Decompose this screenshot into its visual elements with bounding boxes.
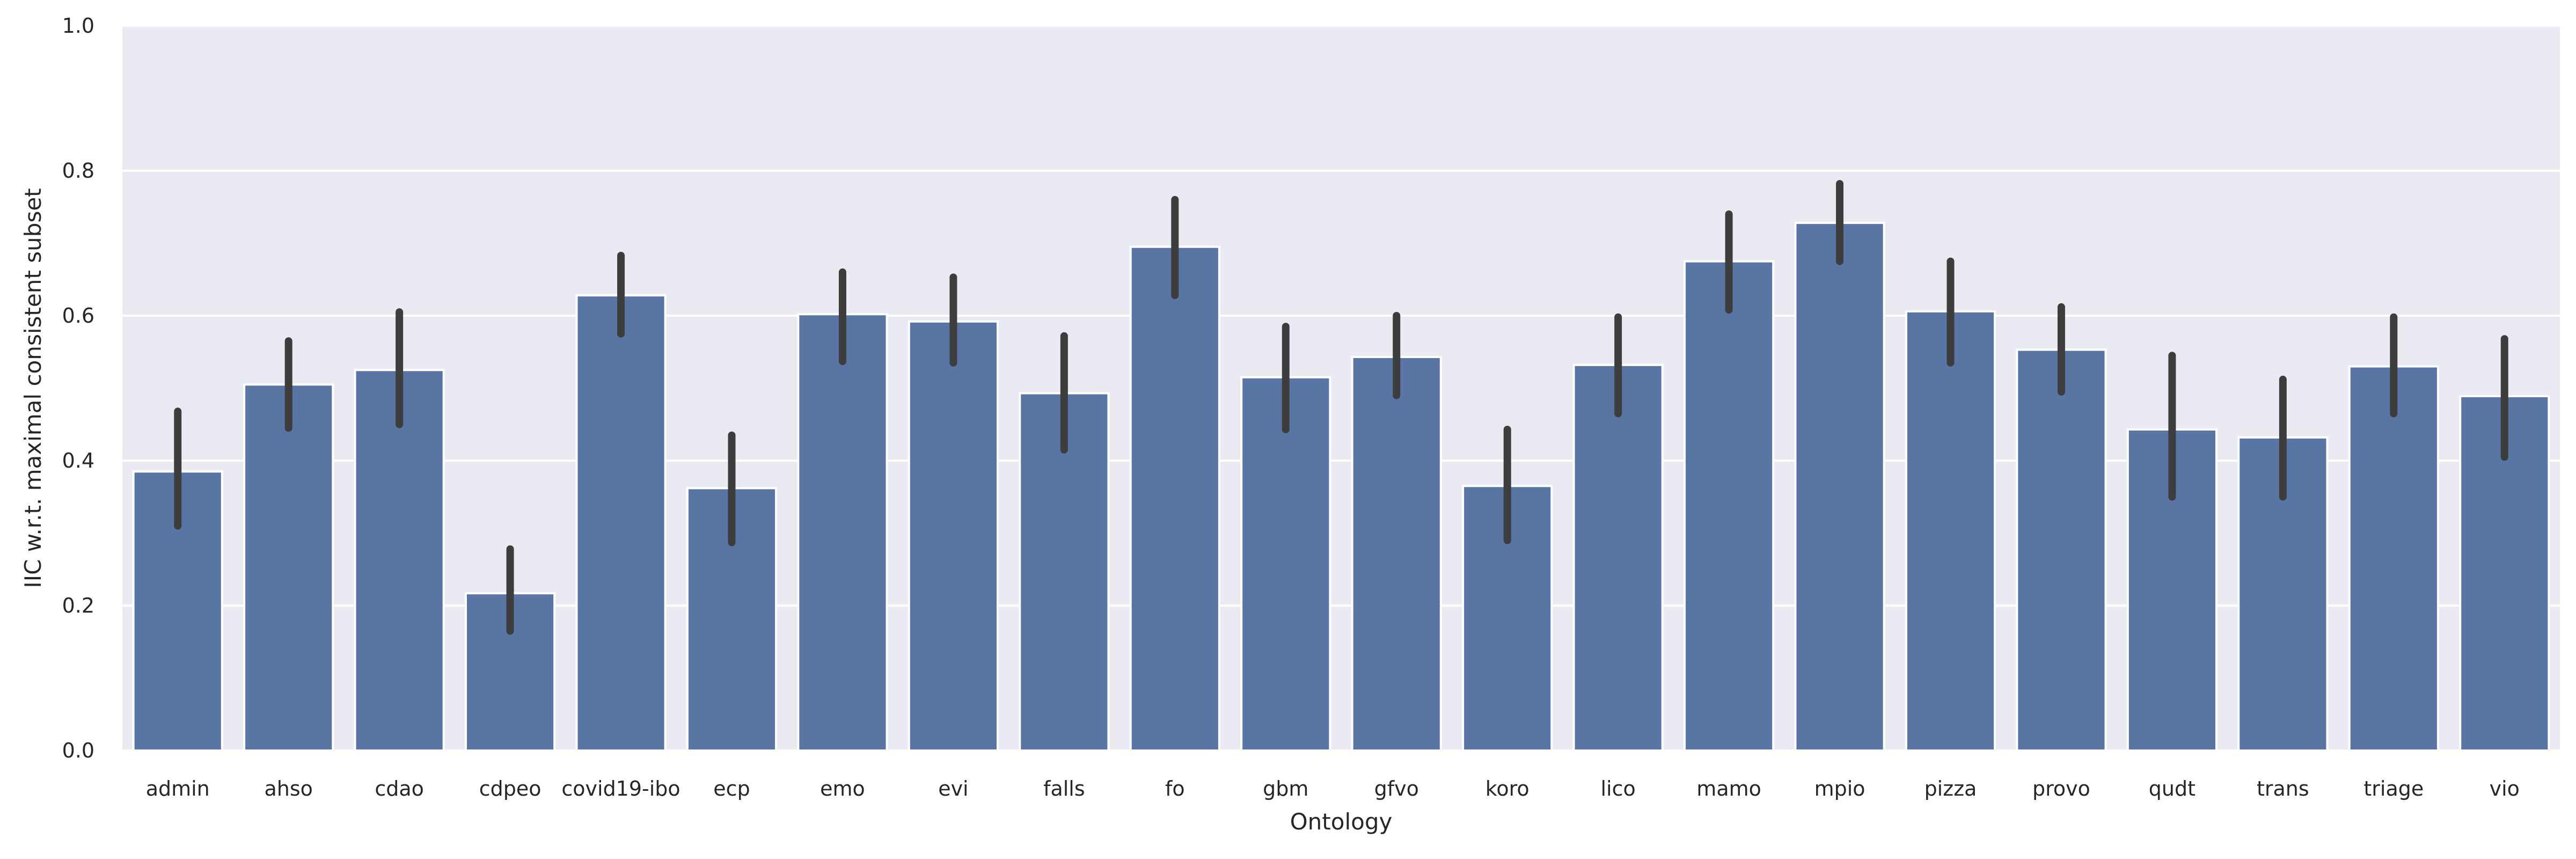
bar-gfvo [1351,355,1442,752]
x-tick-label: provo [2032,777,2090,800]
y-tick-label: 1.0 [62,14,94,38]
bar-ahso [243,383,334,752]
x-tick-label: gbm [1263,777,1308,800]
x-tick-label: falls [1043,777,1085,800]
y-tick-label: 0.4 [62,449,94,472]
y-axis-label: IIC w.r.t. maximal consistent subset [20,188,46,588]
y-tick-label: 0.0 [62,739,94,762]
x-tick-label: vio [2490,777,2520,800]
x-tick-label: mpio [1814,777,1865,800]
error-bars [174,180,2508,635]
bar-gbm [1240,376,1331,752]
bar-covid19-ibo [575,294,667,752]
y-tick-label: 0.2 [62,594,94,617]
x-tick-label: admin [146,777,210,800]
x-tick-label: emo [820,777,865,800]
bar-cdao [354,369,445,752]
bar-mamo [1684,260,1775,752]
x-tick-label: ahso [264,777,312,800]
bar-triage [2348,365,2439,752]
bar-pizza [1905,310,1996,752]
x-tick-label: gfvo [1374,777,1419,800]
x-tick-label: cdpeo [479,777,541,800]
x-tick-label: triage [2363,777,2424,800]
x-tick-label: pizza [1924,777,1977,800]
x-tick-label: koro [1485,777,1529,800]
bar-provo [2016,348,2107,752]
x-tick-label: qudt [2149,777,2196,800]
x-tick-label: lico [1601,777,1636,800]
bar-trans [2237,436,2329,752]
y-tick-label: 0.8 [62,159,94,183]
x-axis-label: Ontology [1290,809,1393,835]
x-tick-label: ecp [713,777,750,800]
x-tick-label: covid19-ibo [561,777,680,800]
x-tick-labels: admin ahso cdao cdpeo covid19-ibo ecp emo evi fa… [146,777,2520,800]
bar-evi [908,320,999,752]
x-tick-label: cdao [375,777,424,800]
bar-fo [1129,245,1220,752]
bars [132,222,2550,752]
bar-emo [797,313,888,752]
bar-lico [1572,363,1664,752]
bar-mpio [1794,222,1885,752]
x-tick-label: trans [2257,777,2309,800]
y-tick-label: 0.6 [62,304,94,327]
y-tick-labels: 0.0 0.2 0.4 0.6 0.8 1.0 [62,14,94,762]
x-tick-label: fo [1165,777,1185,800]
x-tick-label: evi [938,777,968,800]
x-tick-label: mamo [1696,777,1761,800]
